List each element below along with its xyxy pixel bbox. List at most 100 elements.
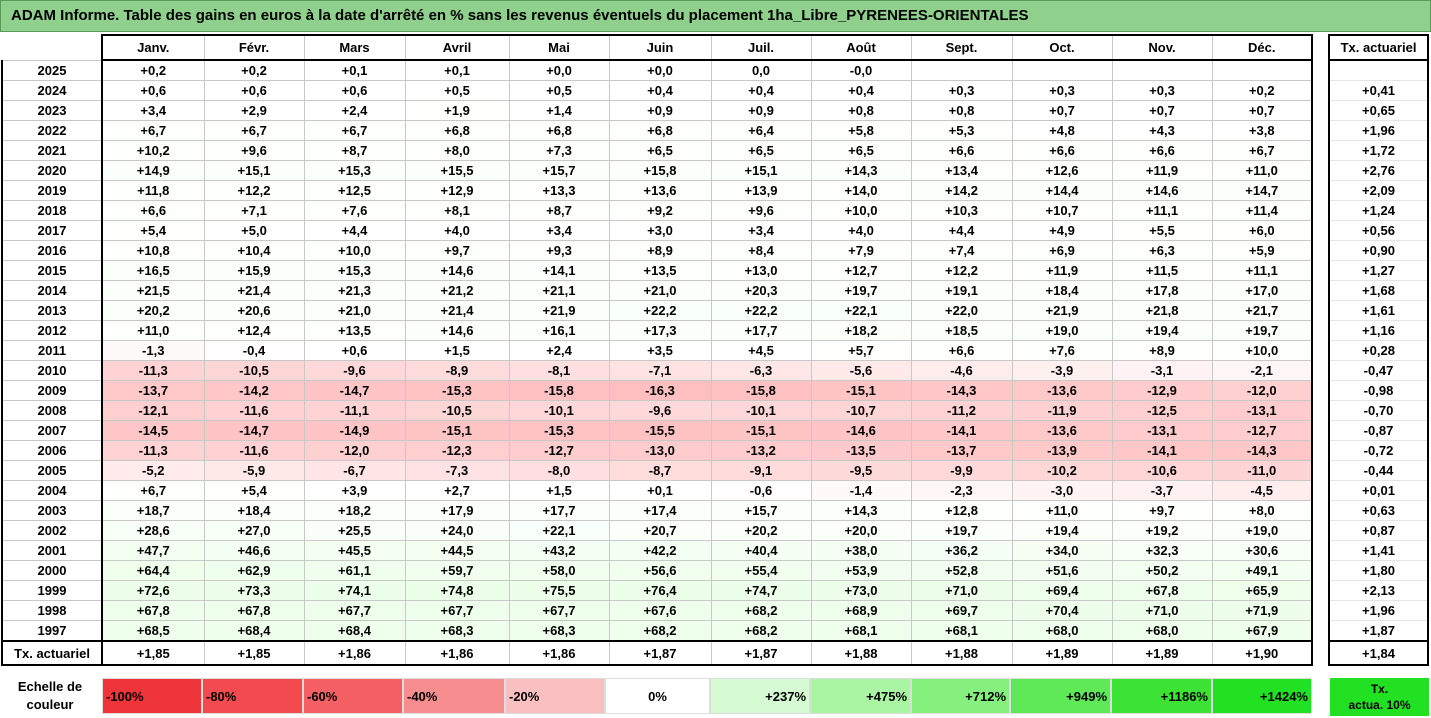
value-cell: -11,1 xyxy=(303,400,406,421)
year-cell: 1997 xyxy=(1,620,103,642)
value-cell: +0,2 xyxy=(203,59,305,81)
value-cell: +9,7 xyxy=(404,240,510,261)
value-cell: -1,3 xyxy=(101,340,205,361)
table-row: +1,87 xyxy=(1328,620,1429,642)
value-cell: -1,4 xyxy=(810,480,912,501)
value-cell: +6,6 xyxy=(910,340,1013,361)
value-cell: +0,6 xyxy=(303,340,406,361)
value-cell: +10,3 xyxy=(910,200,1013,221)
year-cell: 2011 xyxy=(1,340,103,361)
value-cell: +11,4 xyxy=(1211,200,1313,221)
value-cell: +68,0 xyxy=(1011,620,1113,642)
summary-cell: +1,85 xyxy=(101,640,205,666)
month-header-12: Déc. xyxy=(1211,34,1313,61)
value-cell: +14,1 xyxy=(508,260,610,281)
table-row: -0,47 xyxy=(1328,360,1429,381)
value-cell: +0,9 xyxy=(710,100,812,121)
value-cell: +0,9 xyxy=(608,100,712,121)
table-row: +0,28 xyxy=(1328,340,1429,361)
month-header-7: Juil. xyxy=(710,34,812,61)
value-cell: +0,2 xyxy=(101,59,205,81)
value-cell: +8,0 xyxy=(404,140,510,161)
summary-label: Tx. actuariel xyxy=(1,640,103,666)
actuarial-rate-cell: +2,13 xyxy=(1328,580,1429,601)
value-cell: +9,2 xyxy=(608,200,712,221)
corner-cell xyxy=(2,35,103,60)
value-cell: -6,3 xyxy=(710,360,812,381)
value-cell: +49,1 xyxy=(1211,560,1313,581)
value-cell: -14,3 xyxy=(1211,440,1313,461)
value-cell: +68,4 xyxy=(203,620,305,642)
value-cell: +69,4 xyxy=(1011,580,1113,601)
value-cell: +10,4 xyxy=(203,240,305,261)
actuarial-rate-header: Tx. actuariel xyxy=(1328,34,1429,61)
value-cell: +0,7 xyxy=(1011,100,1113,121)
year-cell: 2000 xyxy=(1,560,103,581)
value-cell: +72,6 xyxy=(101,580,205,601)
value-cell: -14,6 xyxy=(810,420,912,441)
summary-actuarial-rate: +1,84 xyxy=(1328,640,1429,666)
value-cell: -15,3 xyxy=(404,380,510,401)
value-cell: +43,2 xyxy=(508,540,610,561)
summary-cell: +1,86 xyxy=(303,640,406,666)
value-cell: +21,0 xyxy=(303,300,406,321)
value-cell: +19,0 xyxy=(1011,320,1113,341)
actuarial-rate-cell: +1,24 xyxy=(1328,200,1429,221)
value-cell: +42,2 xyxy=(608,540,712,561)
year-cell: 2012 xyxy=(1,320,103,341)
year-cell: 2021 xyxy=(1,140,103,161)
value-cell: -10,5 xyxy=(404,400,510,421)
value-cell: +11,0 xyxy=(1011,500,1113,521)
table-row: 1999 +72,6 +73,3 +74,1 +74,8 +75,5 +76,4 +74,7 +… xyxy=(1,580,1313,601)
actuarial-rate-table: Tx. actuariel +0,41 +0,65 +1,96 +1,72 +2,76 +… xyxy=(1328,34,1429,666)
value-cell: +25,5 xyxy=(303,520,406,541)
value-cell: +17,4 xyxy=(608,500,712,521)
value-cell: +68,2 xyxy=(710,600,812,621)
value-cell: +0,0 xyxy=(608,59,712,81)
actuarial-rate-cell: +0,56 xyxy=(1328,220,1429,241)
value-cell: +10,8 xyxy=(101,240,205,261)
value-cell: -9,1 xyxy=(710,460,812,481)
value-cell: -0,6 xyxy=(710,480,812,501)
value-cell: +7,1 xyxy=(203,200,305,221)
value-cell: +8,4 xyxy=(710,240,812,261)
value-cell: +67,8 xyxy=(101,600,205,621)
value-cell: +71,0 xyxy=(910,580,1013,601)
value-cell: +20,7 xyxy=(608,520,712,541)
value-cell: +67,7 xyxy=(508,600,610,621)
value-cell: -3,9 xyxy=(1011,360,1113,381)
value-cell: +10,7 xyxy=(1011,200,1113,221)
value-cell: +19,0 xyxy=(1211,520,1313,541)
year-cell: 2006 xyxy=(1,440,103,461)
actuarial-rate-cell: -0,47 xyxy=(1328,360,1429,381)
value-cell: +67,7 xyxy=(404,600,510,621)
value-cell xyxy=(1211,59,1313,81)
summary-cell: +1,87 xyxy=(608,640,712,666)
value-cell: +7,4 xyxy=(910,240,1013,261)
value-cell: +3,5 xyxy=(608,340,712,361)
value-cell: +73,3 xyxy=(203,580,305,601)
value-cell: -12,9 xyxy=(1111,380,1213,401)
value-cell: -14,2 xyxy=(203,380,305,401)
summary-cell: +1,86 xyxy=(508,640,610,666)
value-cell: +4,4 xyxy=(910,220,1013,241)
value-cell: +73,0 xyxy=(810,580,912,601)
summary-cell: +1,86 xyxy=(404,640,510,666)
table-row: +1,27 xyxy=(1328,260,1429,281)
actuarial-rate-cell: +1,80 xyxy=(1328,560,1429,581)
value-cell: +6,0 xyxy=(1211,220,1313,241)
value-cell: +47,7 xyxy=(101,540,205,561)
month-header-2: Févr. xyxy=(203,34,305,61)
value-cell: +15,7 xyxy=(508,160,610,181)
color-scale-swatch: +712% xyxy=(911,678,1010,714)
value-cell: +21,2 xyxy=(404,280,510,301)
table-row: 2004 +6,7 +5,4 +3,9 +2,7 +1,5 +0,1 -0,6 -1,4 -2,3… xyxy=(1,480,1313,501)
table-row: +1,96 xyxy=(1328,600,1429,621)
value-cell: -15,1 xyxy=(810,380,912,401)
actuarial-rate-cell: +0,01 xyxy=(1328,480,1429,501)
value-cell: +17,0 xyxy=(1211,280,1313,301)
year-cell: 2003 xyxy=(1,500,103,521)
value-cell: -4,5 xyxy=(1211,480,1313,501)
value-cell: +3,9 xyxy=(303,480,406,501)
value-cell: +74,7 xyxy=(710,580,812,601)
